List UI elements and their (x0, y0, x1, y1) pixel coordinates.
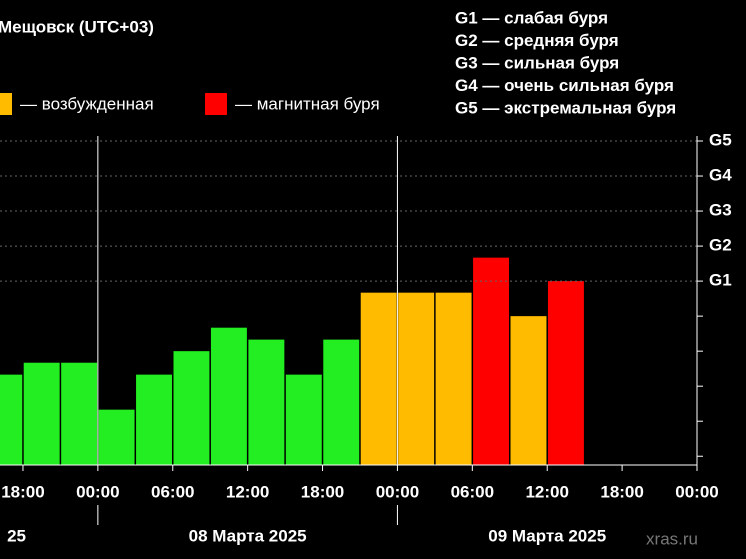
plot-area (0, 136, 584, 465)
x-tick-label: 12:00 (525, 482, 568, 501)
bar (173, 351, 210, 465)
scale-legend-item: G1 — слабая буря (455, 8, 608, 27)
legend-label: — магнитная буря (235, 94, 380, 113)
legend-swatch (205, 93, 227, 115)
bar (360, 292, 397, 465)
bar (323, 339, 360, 465)
y-tick-label: G3 (709, 201, 732, 220)
y-tick-label: G2 (709, 236, 732, 255)
date-label: 25 (7, 526, 26, 545)
chart-title: Мещовск (UTC+03) (0, 17, 154, 36)
bar (136, 374, 173, 465)
x-tick-label: 06:00 (151, 482, 194, 501)
y-tick-label: G4 (709, 166, 732, 185)
scale-legend-item: G2 — средняя буря (455, 31, 619, 50)
x-tick-label: 06:00 (451, 482, 494, 501)
x-tick-label: 00:00 (675, 482, 718, 501)
x-tick-label: 18:00 (301, 482, 344, 501)
bar (248, 339, 285, 465)
bar (98, 409, 135, 465)
bar (210, 327, 247, 465)
date-label: 08 Марта 2025 (189, 526, 307, 545)
bar (510, 316, 547, 465)
bar (0, 374, 23, 465)
scale-legend-item: G4 — очень сильная буря (455, 76, 674, 95)
y-tick-label: G1 (709, 271, 732, 290)
x-tick-label: 18:00 (600, 482, 643, 501)
scale-legend-item: G5 — экстремальная буря (455, 98, 676, 117)
legend-swatch (0, 93, 12, 115)
bar (285, 374, 322, 465)
x-tick-label: 00:00 (76, 482, 119, 501)
x-tick-label: 12:00 (226, 482, 269, 501)
scale-legend-item: G3 — сильная буря (455, 53, 619, 72)
bar (398, 292, 435, 465)
y-tick-label: G5 (709, 130, 732, 149)
bar (23, 362, 60, 465)
bar (435, 292, 472, 465)
bar (61, 362, 98, 465)
bar (547, 281, 584, 465)
bar (473, 257, 510, 465)
legend-label: — возбужденная (20, 94, 154, 113)
watermark: xras.ru (646, 529, 698, 548)
x-tick-label: 18:00 (1, 482, 44, 501)
x-tick-label: 00:00 (376, 482, 419, 501)
date-label: 09 Марта 2025 (488, 526, 606, 545)
